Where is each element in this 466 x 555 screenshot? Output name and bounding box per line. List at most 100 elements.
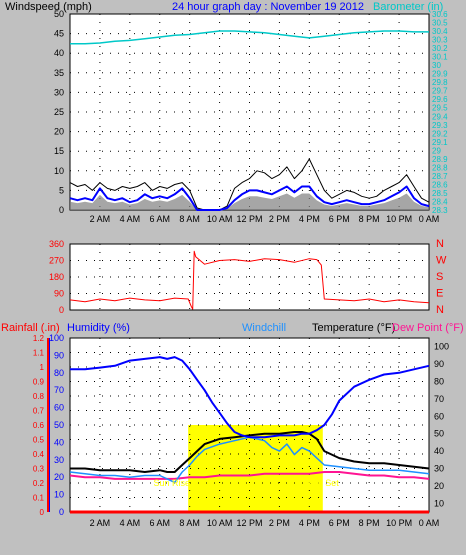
- barometer-tick-label: 29.6: [432, 95, 448, 104]
- direction-tick-label: 180: [49, 272, 64, 282]
- direction-grid: [70, 244, 429, 310]
- windspeed-tick-label: 20: [54, 127, 64, 137]
- windspeed-tick-label: 45: [54, 29, 64, 39]
- barometer-tick-label: 30: [432, 61, 441, 70]
- sun-annotations: Sun Rise Sun Set: [153, 478, 339, 488]
- humidity-tick-label: 60: [54, 403, 64, 413]
- windspeed-tick-label: 25: [54, 107, 64, 117]
- temperature-tick-label: 20: [434, 481, 444, 491]
- humidity-tick-label: 80: [54, 368, 64, 378]
- weather-x-ticks: 2 AM 4 AM 6 AM 8 AM 10 AM 12 PM 2 PM 4 PM 6 PM 8 …: [90, 518, 440, 528]
- humidity-tick-label: 0: [59, 507, 64, 517]
- windspeed-axis-label: Windspeed (mph): [5, 1, 92, 13]
- barometer-tick-label: 30.1: [432, 53, 448, 62]
- rain-tick-label: 0.2: [33, 479, 45, 488]
- x-tick-label: 2 PM: [269, 214, 290, 224]
- x-tick-label: 12 PM: [236, 518, 262, 528]
- x-tick-label: 2 PM: [269, 518, 290, 528]
- temperature-tick-label: 50: [434, 429, 444, 439]
- x-tick-label: 2 AM: [90, 518, 111, 528]
- rain-tick-label: 0.1: [33, 494, 45, 503]
- x-tick-label: 10 AM: [207, 214, 233, 224]
- temperature-axis-label: Temperature (°F): [312, 322, 395, 334]
- windspeed-tick-label: 50: [54, 9, 64, 19]
- temperature-tick-label: 60: [434, 411, 444, 421]
- barometer-tick-label: 29.2: [432, 129, 448, 138]
- wind-series: [69, 30, 430, 211]
- x-tick-label: 12 PM: [236, 214, 262, 224]
- humidity-tick-label: 50: [54, 420, 64, 430]
- weather-grid: [70, 338, 429, 512]
- barometer-tick-label: 30.5: [432, 19, 448, 28]
- temperature-tick-label: 30: [434, 464, 444, 474]
- barometer-tick-label: 30.3: [432, 36, 448, 45]
- humidity-line: [70, 356, 430, 439]
- barometer-tick-label: 29.4: [432, 112, 448, 121]
- compass-tick-label: N: [436, 238, 444, 250]
- dewpoint-line: [69, 471, 430, 480]
- barometer-tick-label: 28.6: [432, 180, 448, 189]
- barometer-line: [70, 30, 429, 45]
- compass-tick-label: N: [436, 304, 444, 316]
- windspeed-line: [69, 158, 430, 211]
- x-tick-label: 6 AM: [149, 518, 170, 528]
- barometer-tick-label: 28.3: [432, 206, 448, 215]
- humidity-tick-label: 20: [54, 472, 64, 482]
- direction-tick-label: 360: [49, 239, 64, 249]
- barometer-axis-label: Barometer (in): [373, 1, 443, 13]
- humidity-tick-label: 10: [54, 490, 64, 500]
- average-wind-line: [69, 185, 430, 211]
- humidity-axis-label: Humidity (%): [67, 322, 130, 334]
- rain-y-ticks: 0 0.1 0.2 0.3 0.4 0.5 0.6 0.7 0.8 0.9 1 1.1 1.2: [33, 334, 45, 517]
- temperature-tick-label: 100: [434, 342, 449, 352]
- wind-gray-area: [70, 193, 429, 210]
- barometer-tick-label: 28.5: [432, 189, 448, 198]
- wind-y-ticks: 0 5 10 15 20 25 30 35 40 45 50: [54, 9, 64, 215]
- direction-tick-label: 90: [54, 289, 64, 299]
- windspeed-tick-label: 40: [54, 48, 64, 58]
- windspeed-tick-label: 15: [54, 146, 64, 156]
- x-tick-label: 10 PM: [386, 214, 412, 224]
- x-tick-label: 6 AM: [149, 214, 170, 224]
- barometer-tick-label: 28.9: [432, 155, 448, 164]
- x-tick-label: 8 PM: [359, 214, 380, 224]
- wind-x-ticks: 2 AM 4 AM 6 AM 8 AM 10 AM 12 PM 2 PM 4 PM 6 PM 8 …: [90, 214, 440, 224]
- x-tick-label: 6 PM: [329, 518, 350, 528]
- barometer-y-ticks: 28.328.428.528.628.728.828.92929.129.229…: [432, 10, 448, 215]
- barometer-tick-label: 30.4: [432, 27, 448, 36]
- dewpoint-axis-label: Dew Point (°F): [392, 322, 464, 334]
- windspeed-tick-label: 0: [59, 205, 64, 215]
- x-tick-label: 8 AM: [179, 518, 200, 528]
- windspeed-tick-label: 30: [54, 87, 64, 97]
- chart-title: 24 hour graph day : November 19 2012: [172, 1, 364, 13]
- rain-tick-label: 0.3: [33, 465, 45, 474]
- humidity-tick-label: 90: [54, 350, 64, 360]
- temperature-tick-label: 40: [434, 446, 444, 456]
- barometer-tick-label: 29.9: [432, 70, 448, 79]
- compass-tick-label: S: [436, 271, 443, 283]
- windspeed-tick-label: 5: [59, 185, 64, 195]
- x-tick-label: 4 AM: [120, 518, 141, 528]
- barometer-tick-label: 29.3: [432, 121, 448, 130]
- rain-tick-label: 0.7: [33, 407, 45, 416]
- rain-tick-label: 1.2: [33, 334, 45, 343]
- rain-tick-label: 0.6: [33, 421, 45, 430]
- rain-tick-label: 0.9: [33, 378, 45, 387]
- humidity-tick-label: 30: [54, 455, 64, 465]
- x-tick-label: 10 PM: [386, 518, 412, 528]
- barometer-tick-label: 28.7: [432, 172, 448, 181]
- windchill-axis-label: Windchill: [242, 322, 286, 334]
- x-tick-label: 4 PM: [299, 518, 320, 528]
- sun-rise-label: Sun Rise: [153, 478, 190, 488]
- humidity-tick-label: 40: [54, 437, 64, 447]
- compass-tick-label: E: [436, 288, 443, 300]
- barometer-tick-label: 30.6: [432, 10, 448, 19]
- wind-plot-area: [69, 13, 430, 211]
- barometer-tick-label: 29.1: [432, 138, 448, 147]
- rain-tick-label: 0: [40, 508, 45, 517]
- sun-set-label: Sun Set: [307, 478, 340, 488]
- x-tick-label: 0 AM: [419, 518, 440, 528]
- barometer-tick-label: 29.5: [432, 104, 448, 113]
